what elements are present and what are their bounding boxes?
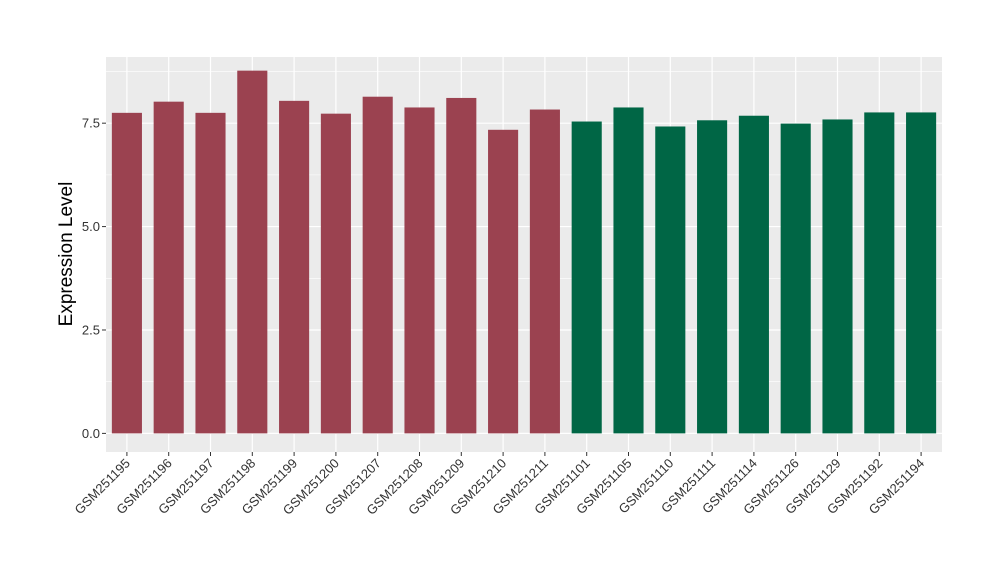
y-tick-label: 5.0 <box>82 219 100 234</box>
bar <box>697 120 728 434</box>
bar <box>320 113 351 434</box>
bar <box>529 109 560 434</box>
bar <box>780 123 811 434</box>
bar <box>195 112 226 434</box>
bar <box>111 112 142 434</box>
bar <box>237 70 268 434</box>
bar <box>446 97 477 434</box>
bars <box>111 70 937 434</box>
y-axis: 0.0 2.5 5.0 7.5 <box>82 116 106 441</box>
y-tick-label: 0.0 <box>82 426 100 441</box>
bar <box>738 115 769 434</box>
bar <box>655 126 686 434</box>
bar <box>153 101 184 434</box>
plot-panel <box>106 57 942 452</box>
y-tick-label: 7.5 <box>82 116 100 131</box>
bar <box>864 112 895 434</box>
bar <box>404 107 435 434</box>
bar <box>279 100 310 434</box>
y-tick-label: 2.5 <box>82 322 100 337</box>
y-axis-title: Expression Level <box>56 182 77 327</box>
bar <box>906 112 937 434</box>
bar <box>488 129 519 434</box>
x-axis: GSM251195GSM251196GSM251197GSM251198GSM2… <box>71 452 927 518</box>
bar <box>571 121 602 434</box>
bar <box>822 119 853 434</box>
bar <box>613 107 644 434</box>
bar <box>362 96 393 434</box>
